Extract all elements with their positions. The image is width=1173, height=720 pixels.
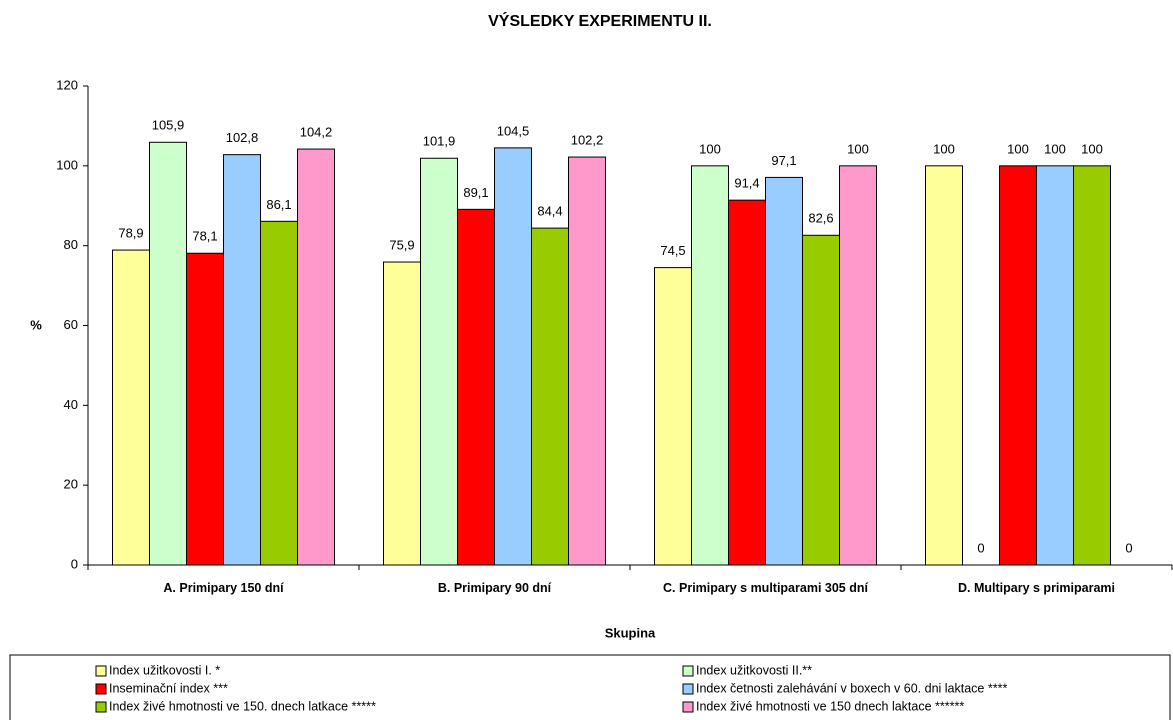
bar xyxy=(298,149,335,565)
value-label: 78,9 xyxy=(118,225,143,240)
x-tick-label: D. Multipary s primiparami xyxy=(912,580,1162,597)
bar xyxy=(384,262,421,565)
bar xyxy=(655,268,692,565)
legend-swatch xyxy=(96,702,106,712)
value-label: 78,1 xyxy=(192,229,217,244)
chart-page: VÝSLEDKY EXPERIMENTU II. % Skupina 0 20 40… xyxy=(0,0,1173,720)
legend-swatch xyxy=(683,666,693,676)
value-label: 100 xyxy=(1007,141,1029,156)
bar xyxy=(1074,166,1111,565)
value-label: 102,8 xyxy=(226,130,259,145)
bar xyxy=(1037,166,1074,565)
legend-label: Index četnosti zalehávání v boxech v 60.… xyxy=(696,681,1007,695)
value-label: 0 xyxy=(977,540,984,555)
y-tick-label: 0 xyxy=(71,556,78,571)
y-tick-label: 40 xyxy=(64,397,78,412)
y-tick-label: 100 xyxy=(56,157,78,172)
value-label: 82,6 xyxy=(808,211,833,226)
value-label: 100 xyxy=(847,141,869,156)
legend-label: Inseminační index *** xyxy=(109,681,228,695)
y-tick-label: 120 xyxy=(56,77,78,92)
x-tick-label: B. Primipary 90 dní xyxy=(370,580,620,597)
chart-title: VÝSLEDKY EXPERIMENTU II. xyxy=(488,11,712,30)
y-axis-title: % xyxy=(30,317,42,332)
bar xyxy=(926,166,963,565)
bar xyxy=(458,209,495,565)
value-label: 104,2 xyxy=(300,125,333,140)
value-label: 100 xyxy=(699,141,721,156)
value-label: 75,9 xyxy=(389,237,414,252)
value-label: 84,4 xyxy=(537,204,562,219)
bar xyxy=(766,177,803,565)
bar xyxy=(113,250,150,565)
y-tick-label: 20 xyxy=(64,477,78,492)
bar xyxy=(803,235,840,565)
bar xyxy=(692,166,729,565)
value-label: 101,9 xyxy=(423,134,456,149)
bar xyxy=(1000,166,1037,565)
x-tick-label: A. Primipary 150 dní xyxy=(99,580,349,597)
y-tick-label: 60 xyxy=(64,317,78,332)
value-label: 74,5 xyxy=(660,243,685,258)
value-label: 97,1 xyxy=(771,153,796,168)
legend-swatch xyxy=(683,702,693,712)
legend-label: Index živé hmotnosti ve 150 dnech laktac… xyxy=(696,699,964,713)
chart: VÝSLEDKY EXPERIMENTU II. % Skupina 0 20 40… xyxy=(0,0,1173,720)
bar xyxy=(261,221,298,565)
bar xyxy=(532,228,569,565)
bar xyxy=(150,142,187,565)
value-label: 100 xyxy=(933,141,955,156)
value-label: 89,1 xyxy=(463,185,488,200)
legend-label: Index živé hmotnosti ve 150. dnech latka… xyxy=(109,699,376,713)
bar xyxy=(569,157,606,565)
value-label: 100 xyxy=(1044,141,1066,156)
legend-swatch xyxy=(96,666,106,676)
legend-swatch xyxy=(96,684,106,694)
legend-label: Index užitkovosti I. * xyxy=(109,663,220,677)
bar xyxy=(421,158,458,565)
bar xyxy=(495,148,532,565)
x-axis-title: Skupina xyxy=(605,625,656,640)
value-label: 100 xyxy=(1081,141,1103,156)
value-label: 91,4 xyxy=(734,176,759,191)
legend-swatch xyxy=(683,684,693,694)
bar xyxy=(729,200,766,565)
y-tick-label: 80 xyxy=(64,237,78,252)
value-label: 104,5 xyxy=(497,123,530,138)
value-label: 102,2 xyxy=(571,132,604,147)
bar xyxy=(187,253,224,565)
value-label: 105,9 xyxy=(152,118,185,133)
bar xyxy=(840,166,877,565)
x-tick-label: C. Primipary s multiparami 305 dní xyxy=(641,580,891,597)
value-label: 86,1 xyxy=(266,197,291,212)
bar xyxy=(224,155,261,565)
legend-label: Index užitkovosti II.** xyxy=(696,663,812,677)
value-label: 0 xyxy=(1125,540,1132,555)
